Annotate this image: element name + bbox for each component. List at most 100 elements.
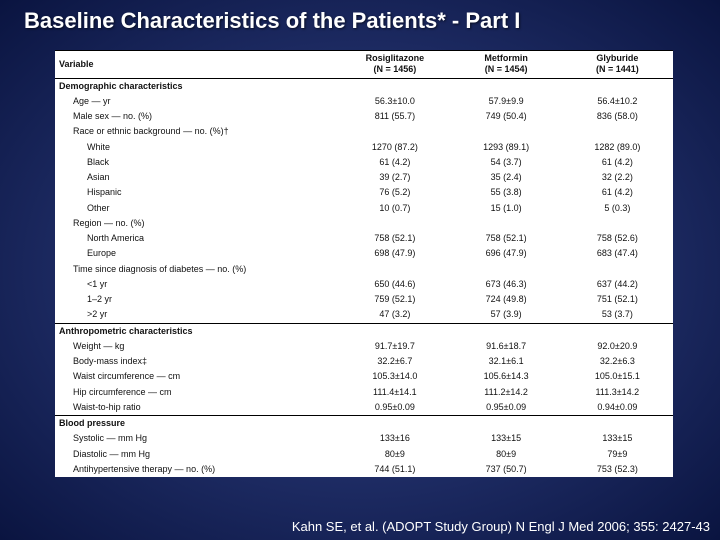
- table-row: Antihypertensive therapy — no. (%)744 (5…: [55, 462, 673, 477]
- table-row: >2 yr47 (3.2)57 (3.9)53 (3.7): [55, 307, 673, 323]
- baseline-table-container: Variable Rosiglitazone (N = 1456) Metfor…: [55, 50, 673, 477]
- row-label: Time since diagnosis of diabetes — no. (…: [55, 262, 339, 277]
- cell-value: 32.1±6.1: [451, 354, 562, 369]
- cell-value: 92.0±20.9: [562, 339, 673, 354]
- cell-value: 39 (2.7): [339, 170, 450, 185]
- table-row: Waist-to-hip ratio0.95±0.090.95±0.090.94…: [55, 400, 673, 416]
- slide: Baseline Characteristics of the Patients…: [0, 0, 720, 540]
- cell-value: 54 (3.7): [451, 155, 562, 170]
- cell-value: 35 (2.4): [451, 170, 562, 185]
- section-header: Anthropometric characteristics: [55, 323, 673, 339]
- row-label: <1 yr: [55, 277, 339, 292]
- table-row: Other10 (0.7)15 (1.0)5 (0.3): [55, 201, 673, 216]
- col-gly-title: Glyburide: [566, 53, 669, 64]
- cell-value: 61 (4.2): [562, 155, 673, 170]
- col-gly-n: (N = 1441): [566, 64, 669, 75]
- cell-value: 57 (3.9): [451, 307, 562, 323]
- cell-value: 758 (52.1): [451, 231, 562, 246]
- cell-value: 76 (5.2): [339, 185, 450, 200]
- table-row: Male sex — no. (%)811 (55.7)749 (50.4)83…: [55, 109, 673, 124]
- cell-value: [562, 262, 673, 277]
- table-row: Hispanic76 (5.2)55 (3.8)61 (4.2): [55, 185, 673, 200]
- row-label: Age — yr: [55, 94, 339, 109]
- cell-value: 811 (55.7): [339, 109, 450, 124]
- cell-value: 724 (49.8): [451, 292, 562, 307]
- section-header: Demographic characteristics: [55, 78, 673, 94]
- row-label: Region — no. (%): [55, 216, 339, 231]
- row-label: Europe: [55, 246, 339, 261]
- row-label: Hip circumference — cm: [55, 385, 339, 400]
- cell-value: 1270 (87.2): [339, 140, 450, 155]
- cell-value: 79±9: [562, 447, 673, 462]
- row-label: Diastolic — mm Hg: [55, 447, 339, 462]
- cell-value: [451, 124, 562, 139]
- table-row: Anthropometric characteristics: [55, 323, 673, 339]
- table-row: Demographic characteristics: [55, 78, 673, 94]
- row-label: >2 yr: [55, 307, 339, 323]
- table-row: 1–2 yr759 (52.1)724 (49.8)751 (52.1): [55, 292, 673, 307]
- cell-value: [339, 262, 450, 277]
- cell-value: 1293 (89.1): [451, 140, 562, 155]
- cell-value: 759 (52.1): [339, 292, 450, 307]
- col-met-n: (N = 1454): [455, 64, 558, 75]
- row-label: Male sex — no. (%): [55, 109, 339, 124]
- cell-value: 55 (3.8): [451, 185, 562, 200]
- cell-value: [562, 216, 673, 231]
- cell-value: 696 (47.9): [451, 246, 562, 261]
- row-label: Weight — kg: [55, 339, 339, 354]
- table-row: Hip circumference — cm111.4±14.1111.2±14…: [55, 385, 673, 400]
- table-row: Waist circumference — cm105.3±14.0105.6±…: [55, 369, 673, 384]
- cell-value: 836 (58.0): [562, 109, 673, 124]
- cell-value: [339, 124, 450, 139]
- cell-value: 0.95±0.09: [339, 400, 450, 416]
- col-rosi-title: Rosiglitazone: [343, 53, 446, 64]
- cell-value: 749 (50.4): [451, 109, 562, 124]
- cell-value: 47 (3.2): [339, 307, 450, 323]
- cell-value: 698 (47.9): [339, 246, 450, 261]
- col-metformin: Metformin (N = 1454): [451, 51, 562, 79]
- col-rosiglitazone: Rosiglitazone (N = 1456): [339, 51, 450, 79]
- cell-value: 758 (52.1): [339, 231, 450, 246]
- cell-value: 683 (47.4): [562, 246, 673, 261]
- cell-value: 0.94±0.09: [562, 400, 673, 416]
- cell-value: 10 (0.7): [339, 201, 450, 216]
- table-row: Diastolic — mm Hg80±980±979±9: [55, 447, 673, 462]
- cell-value: [451, 262, 562, 277]
- row-label: North America: [55, 231, 339, 246]
- cell-value: 744 (51.1): [339, 462, 450, 477]
- cell-value: 61 (4.2): [562, 185, 673, 200]
- table-body: Demographic characteristicsAge — yr56.3±…: [55, 78, 673, 477]
- cell-value: 105.3±14.0: [339, 369, 450, 384]
- table-row: Time since diagnosis of diabetes — no. (…: [55, 262, 673, 277]
- cell-value: 61 (4.2): [339, 155, 450, 170]
- slide-title: Baseline Characteristics of the Patients…: [24, 8, 696, 34]
- cell-value: 637 (44.2): [562, 277, 673, 292]
- cell-value: 111.3±14.2: [562, 385, 673, 400]
- table-row: North America758 (52.1)758 (52.1)758 (52…: [55, 231, 673, 246]
- col-met-title: Metformin: [455, 53, 558, 64]
- cell-value: 737 (50.7): [451, 462, 562, 477]
- row-label: White: [55, 140, 339, 155]
- citation: Kahn SE, et al. (ADOPT Study Group) N En…: [10, 519, 710, 534]
- section-header: Blood pressure: [55, 416, 673, 432]
- cell-value: 53 (3.7): [562, 307, 673, 323]
- cell-value: 105.0±15.1: [562, 369, 673, 384]
- cell-value: 133±15: [451, 431, 562, 446]
- cell-value: [562, 124, 673, 139]
- cell-value: 133±15: [562, 431, 673, 446]
- cell-value: 133±16: [339, 431, 450, 446]
- table-row: Asian39 (2.7)35 (2.4)32 (2.2): [55, 170, 673, 185]
- cell-value: 57.9±9.9: [451, 94, 562, 109]
- cell-value: [451, 216, 562, 231]
- cell-value: 32 (2.2): [562, 170, 673, 185]
- cell-value: 753 (52.3): [562, 462, 673, 477]
- table-row: White1270 (87.2)1293 (89.1)1282 (89.0): [55, 140, 673, 155]
- cell-value: 56.3±10.0: [339, 94, 450, 109]
- table-row: Body-mass index‡32.2±6.732.1±6.132.2±6.3: [55, 354, 673, 369]
- table-row: Weight — kg91.7±19.791.6±18.792.0±20.9: [55, 339, 673, 354]
- row-label: Asian: [55, 170, 339, 185]
- baseline-table: Variable Rosiglitazone (N = 1456) Metfor…: [55, 50, 673, 477]
- cell-value: 673 (46.3): [451, 277, 562, 292]
- cell-value: 32.2±6.7: [339, 354, 450, 369]
- cell-value: 56.4±10.2: [562, 94, 673, 109]
